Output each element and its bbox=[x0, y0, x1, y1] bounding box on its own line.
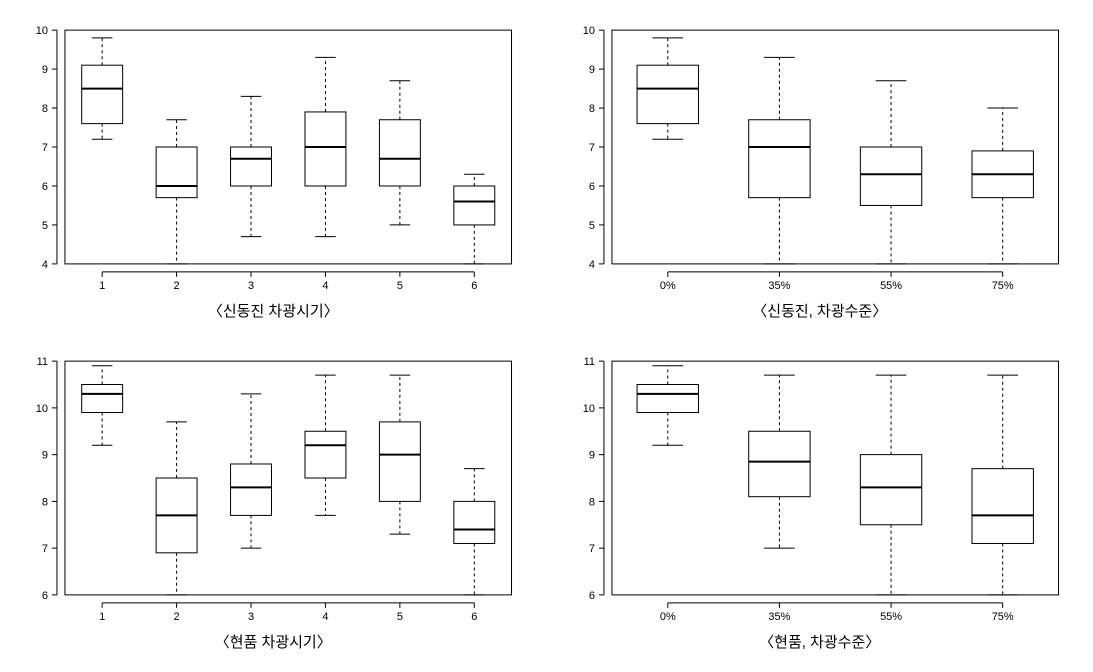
panel-4: 6 7 8 9 10 11 0% 35% 55% 75% 〈현품, 차광수준〉 bbox=[567, 351, 1074, 652]
svg-text:8: 8 bbox=[42, 103, 48, 115]
svg-text:4: 4 bbox=[42, 259, 48, 271]
svg-text:7: 7 bbox=[42, 543, 48, 555]
svg-text:55%: 55% bbox=[880, 280, 902, 292]
boxplot-2: 4 5 6 7 8 9 10 0% 35% 55% 75% bbox=[567, 20, 1074, 294]
svg-text:5: 5 bbox=[588, 220, 594, 232]
svg-text:4: 4 bbox=[322, 280, 328, 292]
svg-text:6: 6 bbox=[588, 590, 594, 602]
svg-text:6: 6 bbox=[42, 181, 48, 193]
caption-3: 〈현품 차광시기〉 bbox=[215, 631, 332, 652]
svg-text:75%: 75% bbox=[991, 280, 1013, 292]
svg-text:8: 8 bbox=[588, 103, 594, 115]
caption-4: 〈현품, 차광수준〉 bbox=[759, 631, 880, 652]
svg-text:3: 3 bbox=[248, 280, 254, 292]
caption-1: 〈신동진 차광시기〉 bbox=[208, 300, 339, 321]
panel-3: 67891011123456 〈현품 차광시기〉 bbox=[20, 351, 527, 652]
svg-text:11: 11 bbox=[37, 356, 48, 368]
panel-2: 4 5 6 7 8 9 10 0% 35% 55% 75% 〈신동진, 차광수준〉 bbox=[567, 20, 1074, 321]
svg-text:6: 6 bbox=[588, 181, 594, 193]
svg-text:1: 1 bbox=[99, 280, 105, 292]
svg-text:10: 10 bbox=[36, 403, 48, 415]
boxplot-3: 67891011123456 bbox=[20, 351, 527, 625]
svg-text:7: 7 bbox=[588, 142, 594, 154]
svg-text:5: 5 bbox=[397, 280, 403, 292]
svg-text:6: 6 bbox=[471, 611, 477, 623]
svg-text:8: 8 bbox=[42, 496, 48, 508]
svg-text:4: 4 bbox=[322, 611, 328, 623]
svg-text:10: 10 bbox=[582, 25, 594, 37]
svg-text:6: 6 bbox=[42, 590, 48, 602]
svg-text:75%: 75% bbox=[991, 611, 1013, 623]
svg-text:9: 9 bbox=[42, 450, 48, 462]
caption-2: 〈신동진, 차광수준〉 bbox=[752, 300, 887, 321]
chart-grid: 4 5 6 7 8 9 10 1 2 3 4 5 6 〈신동진 차광시기〉 4 5 6 7 8 9 10 0% 35% 5… bbox=[20, 20, 1073, 652]
svg-text:1: 1 bbox=[99, 611, 105, 623]
svg-text:7: 7 bbox=[588, 543, 594, 555]
svg-text:11: 11 bbox=[583, 356, 594, 368]
svg-text:0%: 0% bbox=[659, 611, 675, 623]
svg-text:9: 9 bbox=[588, 64, 594, 76]
svg-text:4: 4 bbox=[588, 259, 594, 271]
svg-text:3: 3 bbox=[248, 611, 254, 623]
svg-text:9: 9 bbox=[42, 64, 48, 76]
svg-text:0%: 0% bbox=[659, 280, 675, 292]
svg-text:7: 7 bbox=[42, 142, 48, 154]
svg-text:8: 8 bbox=[588, 496, 594, 508]
svg-text:2: 2 bbox=[174, 280, 180, 292]
panel-1: 4 5 6 7 8 9 10 1 2 3 4 5 6 〈신동진 차광시기〉 bbox=[20, 20, 527, 321]
svg-text:2: 2 bbox=[174, 611, 180, 623]
svg-text:5: 5 bbox=[42, 220, 48, 232]
svg-text:55%: 55% bbox=[880, 611, 902, 623]
boxplot-1: 4 5 6 7 8 9 10 1 2 3 4 5 6 bbox=[20, 20, 527, 294]
svg-text:5: 5 bbox=[397, 611, 403, 623]
svg-text:6: 6 bbox=[471, 280, 477, 292]
svg-text:10: 10 bbox=[36, 25, 48, 37]
svg-text:35%: 35% bbox=[768, 611, 790, 623]
svg-text:10: 10 bbox=[582, 403, 594, 415]
boxplot-4: 6 7 8 9 10 11 0% 35% 55% 75% bbox=[567, 351, 1074, 625]
svg-text:35%: 35% bbox=[768, 280, 790, 292]
svg-text:9: 9 bbox=[588, 450, 594, 462]
